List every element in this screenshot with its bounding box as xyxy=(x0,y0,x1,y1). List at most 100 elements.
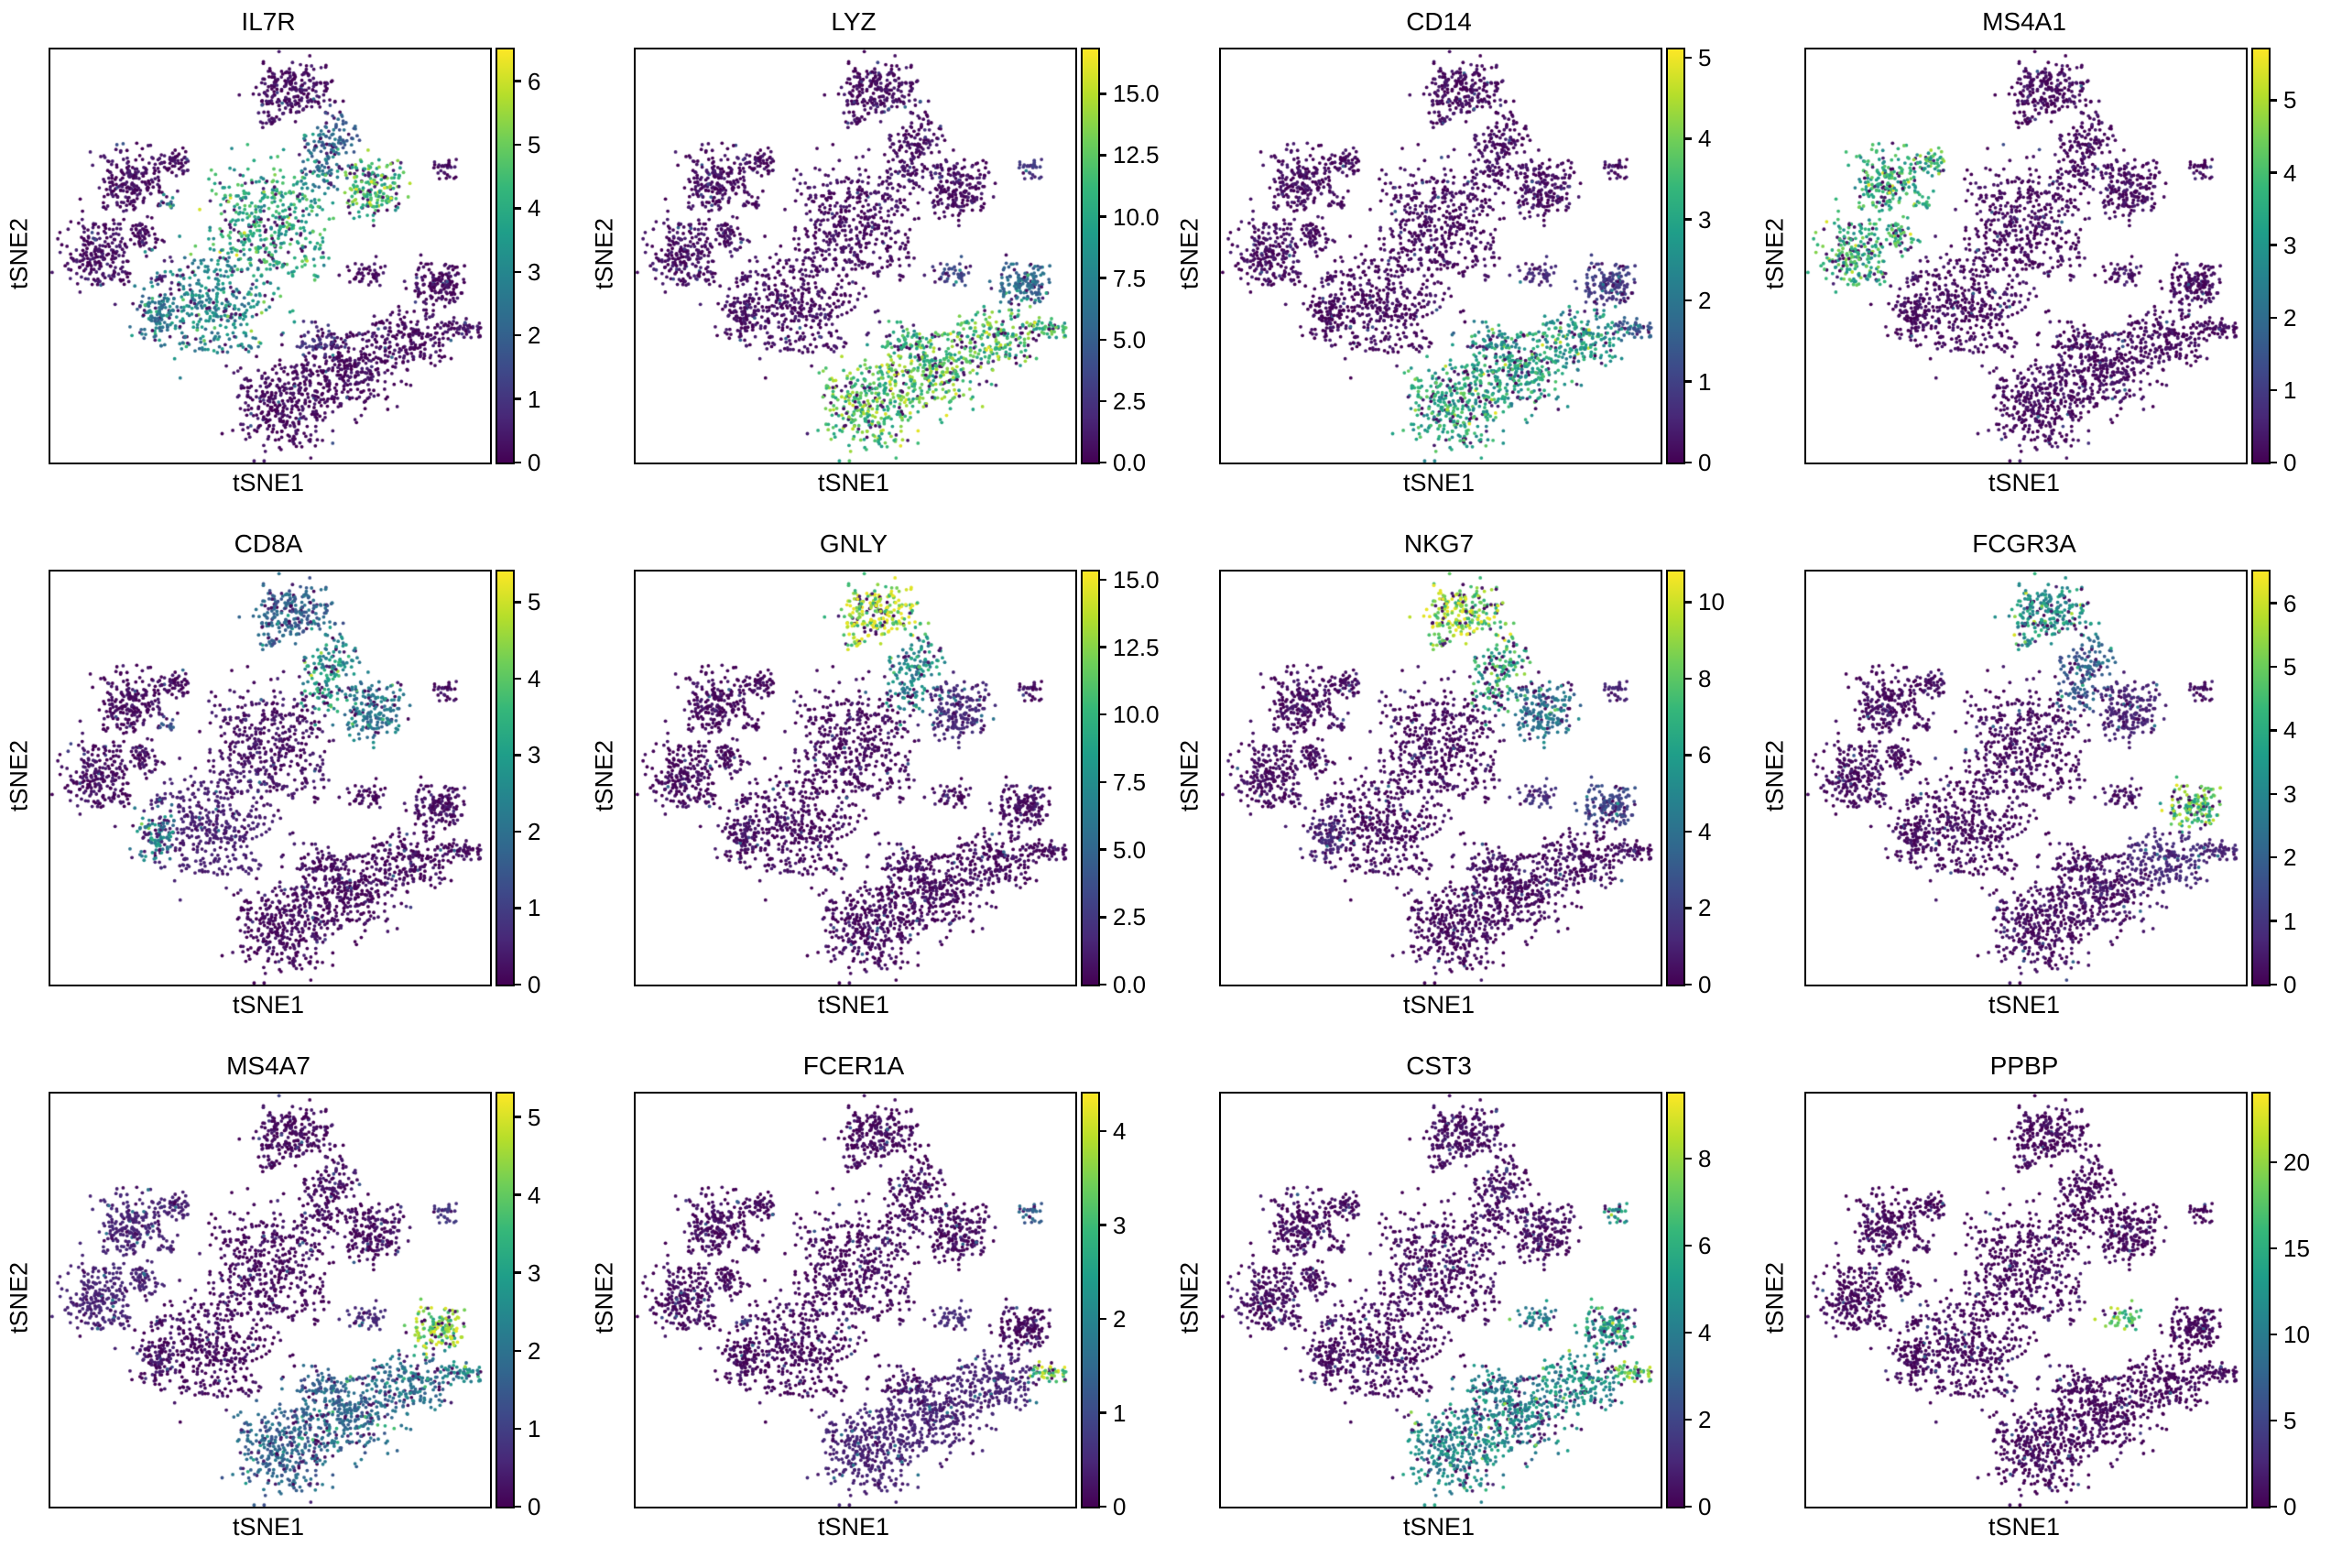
colorbar-tick-mark xyxy=(515,80,521,82)
colorbar-tick-label: 3 xyxy=(2283,231,2297,259)
colorbar-tick-label: 2 xyxy=(528,321,541,350)
colorbar-tick-label: 3 xyxy=(2283,779,2297,808)
colorbar-tick-mark xyxy=(2271,316,2277,319)
colorbar-tick-label: 0 xyxy=(528,971,541,998)
colorbar-tick-label: 1 xyxy=(528,385,541,413)
y-axis-label: tSNE2 xyxy=(1760,1261,1789,1334)
panel-ms4a1: MS4A1 tSNE2 tSNE1 0 1 2 3 4 5 xyxy=(1756,0,2341,522)
tsne-scatter-canvas xyxy=(636,572,1075,985)
colorbar-tick-label: 20 xyxy=(2283,1149,2310,1177)
colorbar-tick-mark xyxy=(2271,171,2277,174)
colorbar-tick-label: 5 xyxy=(528,131,541,159)
panel-title: CD14 xyxy=(1406,7,1472,36)
x-axis-label: tSNE1 xyxy=(1402,1513,1476,1541)
colorbar-tick-label: 6 xyxy=(2283,589,2297,617)
colorbar-tick-label: 3 xyxy=(528,1258,541,1287)
tsne-plot-area xyxy=(1219,1092,1662,1508)
x-axis-label: tSNE1 xyxy=(817,469,890,496)
colorbar-tick-mark xyxy=(515,601,521,604)
colorbar-tick-label: 3 xyxy=(1698,205,1712,234)
colorbar: 0 1 2 3 4 5 xyxy=(496,570,540,997)
colorbar-tick-mark xyxy=(2271,983,2277,986)
colorbar-tick-label: 3 xyxy=(528,741,541,769)
panel-lyz: LYZ tSNE2 tSNE1 0.0 2.5 5.0 7.5 10.0 12.5 15.0 xyxy=(585,0,1171,522)
colorbar-tick-label: 10.0 xyxy=(1113,701,1160,729)
tsne-plot-area xyxy=(49,48,492,464)
panel-title: MS4A1 xyxy=(1982,7,2066,36)
colorbar-tick-label: 15 xyxy=(2283,1235,2310,1263)
colorbar-tick-label: 4 xyxy=(2283,158,2297,187)
colorbar-tick-mark xyxy=(515,143,521,147)
colorbar-tick-mark xyxy=(515,1427,521,1431)
colorbar-tick-label: 2 xyxy=(1698,894,1712,922)
colorbar-tick-label: 0 xyxy=(1113,1493,1127,1520)
colorbar-tick-mark xyxy=(2271,1505,2277,1508)
colorbar-tick-mark xyxy=(1685,983,1692,986)
tsne-scatter-canvas xyxy=(50,572,490,985)
colorbar-tick-mark xyxy=(2271,602,2277,604)
x-axis-label: tSNE1 xyxy=(1988,469,2061,496)
colorbar-tick-label: 2 xyxy=(528,817,541,845)
colorbar-tick-label: 0 xyxy=(528,449,541,476)
colorbar-gradient xyxy=(497,572,513,985)
colorbar-tick-label: 2.5 xyxy=(1113,387,1147,415)
colorbar-tick-label: 5.0 xyxy=(1113,835,1147,864)
colorbar-tick-label: 2 xyxy=(2283,303,2297,332)
colorbar-tick-label: 0 xyxy=(2283,449,2297,476)
colorbar-gradient xyxy=(1668,572,1683,985)
colorbar-tick-mark xyxy=(515,397,521,400)
colorbar-tick-mark xyxy=(1100,154,1106,157)
colorbar-tick-label: 3 xyxy=(528,257,541,286)
tsne-plot-area xyxy=(1219,48,1662,464)
x-axis-label: tSNE1 xyxy=(1988,1513,2061,1541)
colorbar-gradient xyxy=(1083,49,1098,463)
colorbar-tick-mark xyxy=(1685,1331,1692,1334)
colorbar-tick-mark xyxy=(1100,215,1106,218)
colorbar-tick-mark xyxy=(1100,1224,1106,1226)
panel-title: IL7R xyxy=(241,7,296,36)
colorbar-tick-label: 0 xyxy=(1698,1493,1712,1520)
colorbar-tick-mark xyxy=(2271,1160,2277,1164)
colorbar-tick-mark xyxy=(1685,56,1692,60)
colorbar-tick-mark xyxy=(515,907,521,909)
colorbar-tick-mark xyxy=(1100,916,1106,919)
tsne-plot-area xyxy=(49,1092,492,1508)
tsne-plot-area xyxy=(634,48,1077,464)
colorbar-tick-label: 2.5 xyxy=(1113,903,1147,931)
colorbar-tick-label: 2 xyxy=(528,1336,541,1365)
colorbar-tick-mark xyxy=(1100,1505,1106,1508)
colorbar: 0 1 2 3 4 5 xyxy=(1666,45,1711,475)
colorbar-tick-mark xyxy=(2271,1333,2277,1336)
colorbar-tick-mark xyxy=(2271,920,2277,922)
colorbar: 0 1 2 3 4 xyxy=(1081,1092,1126,1519)
panel-cd8a: CD8A tSNE2 tSNE1 0 1 2 3 4 5 xyxy=(0,522,585,1044)
y-axis-label: tSNE2 xyxy=(5,1261,33,1334)
y-axis-label: tSNE2 xyxy=(1175,1261,1204,1334)
colorbar-tick-label: 4 xyxy=(528,664,541,692)
colorbar-tick-label: 2 xyxy=(2283,844,2297,872)
x-axis-label: tSNE1 xyxy=(232,1513,305,1541)
tsne-scatter-canvas xyxy=(50,1094,490,1507)
colorbar-tick-mark xyxy=(1100,338,1106,342)
colorbar-tick-mark xyxy=(1685,461,1692,464)
y-axis-label: tSNE2 xyxy=(590,217,618,290)
colorbar-tick-mark xyxy=(1100,1317,1106,1321)
colorbar-tick-label: 10 xyxy=(1698,588,1725,616)
tsne-plot-area xyxy=(1804,1092,2248,1508)
colorbar-tick-label: 4 xyxy=(2283,716,2297,745)
x-axis-label: tSNE1 xyxy=(1402,469,1476,496)
panel-title: CD8A xyxy=(234,529,303,558)
colorbar-gradient xyxy=(2253,49,2269,463)
x-axis-label: tSNE1 xyxy=(817,991,890,1018)
colorbar-tick-label: 1 xyxy=(528,1414,541,1443)
panel-title: MS4A7 xyxy=(226,1051,310,1080)
colorbar-tick-mark xyxy=(515,1271,521,1274)
tsne-plot-area xyxy=(634,1092,1077,1508)
colorbar-tick-mark xyxy=(515,1193,521,1196)
tsne-scatter-canvas xyxy=(1221,49,1661,463)
panel-title: GNLY xyxy=(819,529,888,558)
colorbar-tick-label: 1 xyxy=(1698,367,1712,396)
colorbar-tick-label: 4 xyxy=(528,1181,541,1209)
panel-title: FCER1A xyxy=(802,1051,905,1080)
